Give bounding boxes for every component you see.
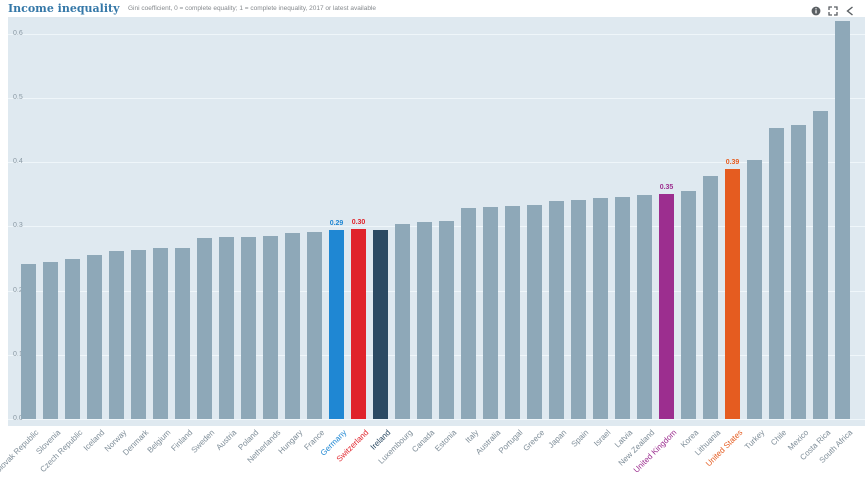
bar-slovenia[interactable]	[43, 262, 58, 419]
bar-hungary[interactable]	[285, 233, 300, 419]
bar-chile[interactable]	[769, 128, 784, 419]
bar-france[interactable]	[307, 232, 322, 419]
plot-area: 0.0 0.1 0.2 0.3 0.4 0.5 0.6 0.29 0.30 0.35 0.39	[8, 17, 865, 426]
bar-spain[interactable]	[571, 200, 586, 419]
bar-netherlands[interactable]	[263, 236, 278, 419]
gridline-0.3	[8, 226, 865, 228]
info-icon[interactable]	[811, 3, 821, 16]
bar-new-zealand[interactable]	[637, 195, 652, 419]
bar-greece[interactable]	[527, 205, 542, 419]
bar-switzerland[interactable]	[351, 229, 366, 419]
bar-portugal[interactable]	[505, 206, 520, 419]
bar-ireland[interactable]	[373, 230, 388, 419]
gridline-0.1	[8, 354, 865, 356]
y-tick-label: 0.1	[13, 350, 23, 358]
bar-australia[interactable]	[483, 207, 498, 419]
bar-value-label: 0.35	[659, 184, 674, 191]
chart-subtitle: Gini coefficient, 0 = complete equality;…	[128, 5, 376, 12]
bar-slovak-republic[interactable]	[21, 264, 36, 419]
bar-germany[interactable]	[329, 230, 344, 419]
bar-belgium[interactable]	[153, 248, 168, 419]
y-tick-label: 0.2	[13, 286, 23, 294]
bar-united-kingdom[interactable]	[659, 194, 674, 419]
y-tick-label: 0.4	[13, 158, 23, 166]
bar-denmark[interactable]	[131, 250, 146, 419]
bar-lithuania[interactable]	[703, 176, 718, 419]
gridline-0.5	[8, 98, 865, 99]
bar-iceland[interactable]	[87, 255, 102, 419]
bar-sweden[interactable]	[197, 238, 212, 419]
bar-south-africa[interactable]	[835, 21, 850, 419]
bar-luxembourg[interactable]	[395, 224, 410, 419]
y-tick-label: 0.6	[13, 29, 23, 37]
chart-title: Income inequality	[8, 2, 120, 15]
y-tick-label: 0.3	[13, 222, 23, 230]
header-toolbar	[811, 3, 855, 16]
y-tick-label: 0.5	[13, 93, 23, 101]
bar-italy[interactable]	[461, 208, 476, 419]
bar-poland[interactable]	[241, 237, 256, 419]
bar-canada[interactable]	[417, 222, 432, 419]
bar-czech-republic[interactable]	[65, 259, 80, 419]
bar-mexico[interactable]	[791, 125, 806, 419]
bar-finland[interactable]	[175, 248, 190, 419]
bar-norway[interactable]	[109, 251, 124, 419]
share-icon[interactable]	[845, 3, 855, 16]
y-tick-label: 0.0	[13, 414, 23, 422]
bar-estonia[interactable]	[439, 221, 454, 419]
bar-israel[interactable]	[593, 198, 608, 419]
bar-value-label: 0.39	[725, 159, 740, 166]
bar-korea[interactable]	[681, 191, 696, 419]
bar-united-states[interactable]	[725, 169, 740, 419]
gridline-0.4	[8, 162, 865, 164]
bar-turkey[interactable]	[747, 160, 762, 419]
bar-value-label: 0.30	[351, 219, 366, 226]
chart-header: Income inequality Gini coefficient, 0 = …	[0, 0, 865, 17]
bar-latvia[interactable]	[615, 197, 630, 419]
fullscreen-icon[interactable]	[828, 3, 838, 16]
bar-value-label: 0.29	[329, 220, 344, 227]
gridline-0.6	[8, 33, 865, 35]
bar-costa-rica[interactable]	[813, 111, 828, 419]
bar-japan[interactable]	[549, 201, 564, 419]
gridline-0.2	[8, 290, 865, 292]
gridline-0.0	[8, 419, 865, 420]
bar-austria[interactable]	[219, 237, 234, 419]
